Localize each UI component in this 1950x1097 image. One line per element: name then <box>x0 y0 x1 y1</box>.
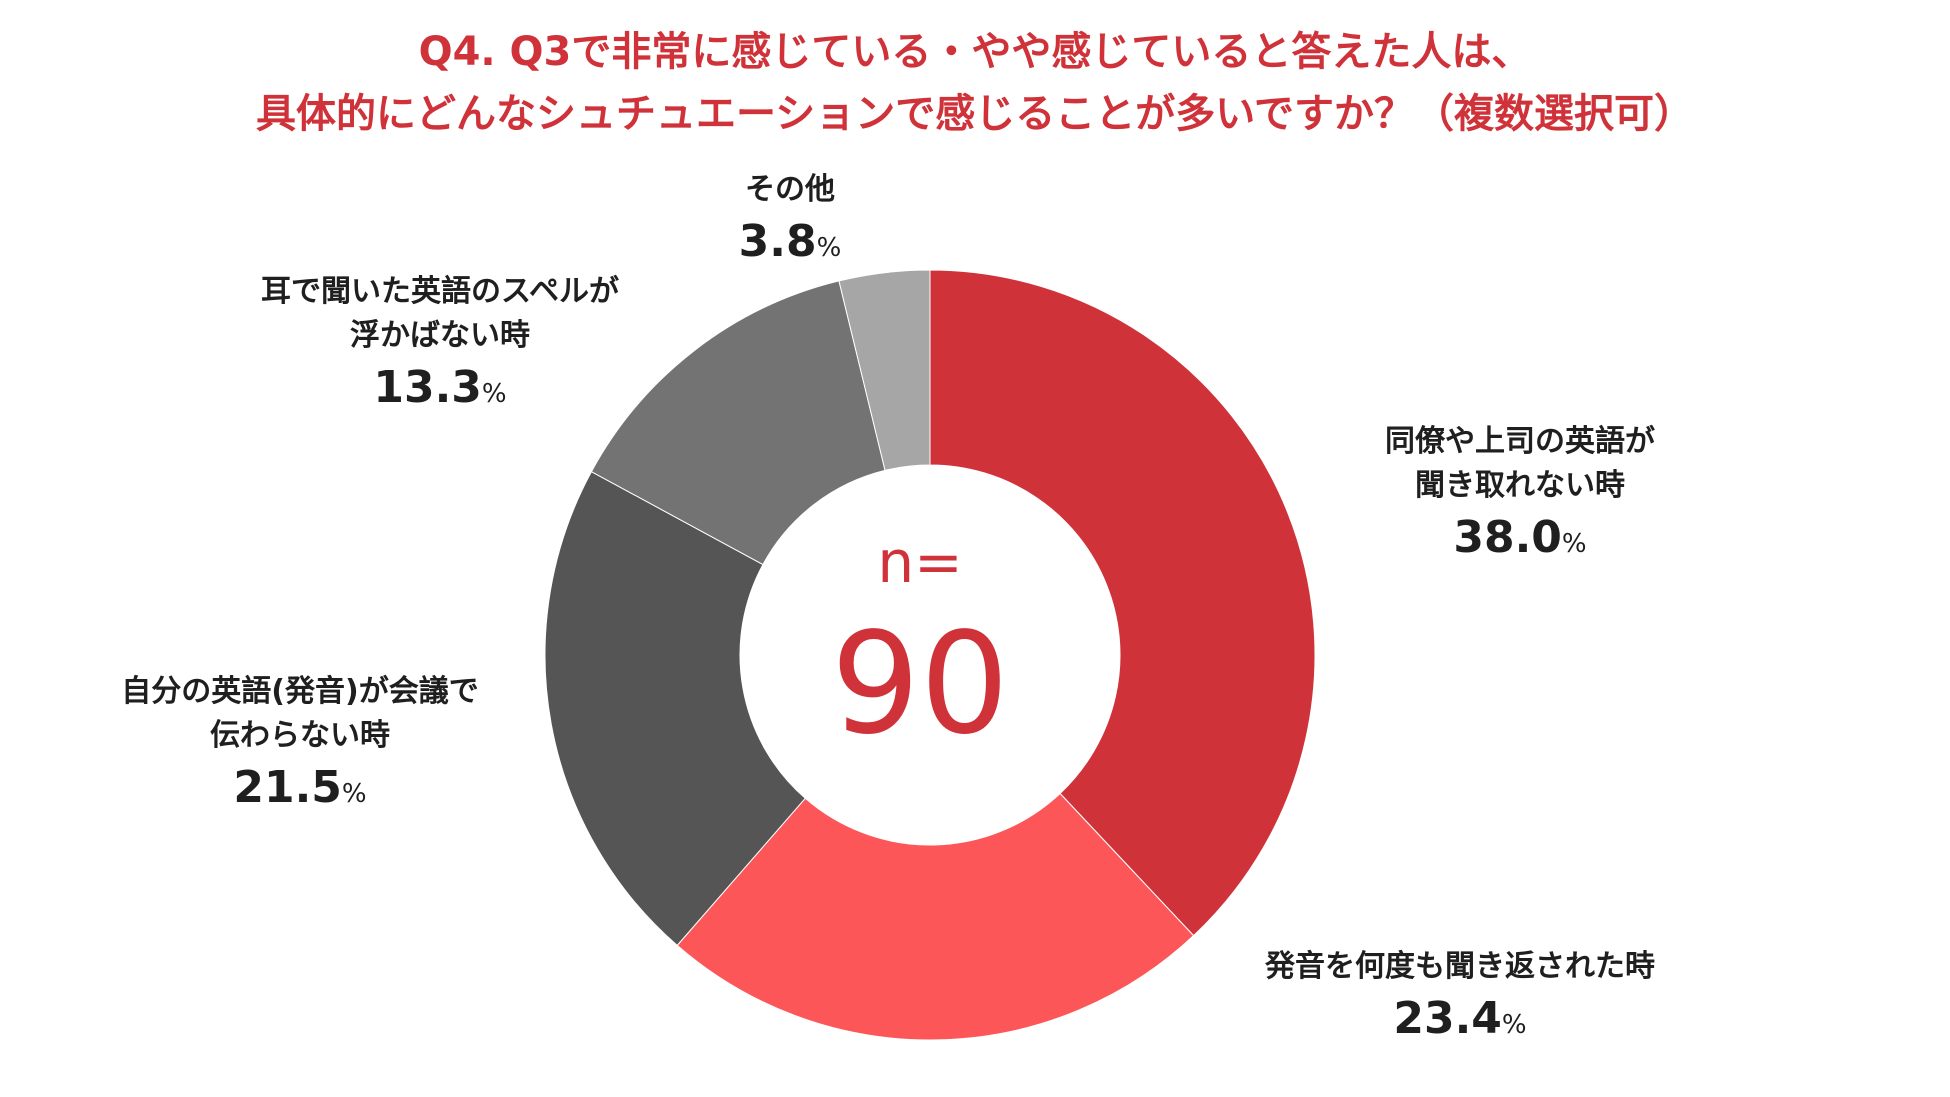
slice-label-line: 伝わらない時 <box>210 718 390 753</box>
sample-size-value: 90 <box>830 603 1010 766</box>
slice-label-line: 自分の英語(発音)が会議で <box>121 674 479 709</box>
slice-not-understood-in-meeting <box>544 470 806 947</box>
slice-asked-to-repeat <box>676 792 1195 1041</box>
slice-spelling <box>590 280 886 566</box>
slice-percentage: 38.0% <box>1300 508 1740 574</box>
chart-title-line-2: 具体的にどんなシュチュエーションで感じることが多いですか？（複数選択可） <box>256 91 1694 137</box>
slice-label-line: その他 <box>745 172 835 207</box>
percent-unit: % <box>816 233 842 263</box>
slice-colleague-english <box>929 269 1316 937</box>
percent-unit: % <box>341 779 367 809</box>
slice-value: 38.0 <box>1453 512 1562 563</box>
slice-other <box>838 269 931 471</box>
percent-unit: % <box>1561 529 1587 559</box>
slice-label-line: 発音を何度も聞き返された時 <box>1265 949 1655 984</box>
slice-percentage: 23.4% <box>1190 989 1730 1055</box>
percent-unit: % <box>1501 1010 1527 1040</box>
slice-label-not-understood-in-meeting: 自分の英語(発音)が会議で 伝わらない時 21.5% <box>40 670 560 824</box>
slice-label-line: 同僚や上司の英語が <box>1385 424 1655 459</box>
slice-value: 3.8 <box>738 216 817 267</box>
slice-label-colleague-english: 同僚や上司の英語が 聞き取れない時 38.0% <box>1300 420 1740 574</box>
slice-label-spelling: 耳で聞いた英語のスペルが 浮かばない時 13.3% <box>200 270 680 424</box>
chart-title-line-1: Q4. Q3で非常に感じている・やや感じていると答えた人は、 <box>418 29 1532 75</box>
slice-percentage: 21.5% <box>40 758 560 824</box>
slice-label-other: その他 3.8% <box>700 168 880 278</box>
slice-value: 23.4 <box>1393 993 1502 1044</box>
slice-label-line: 浮かばない時 <box>350 318 530 353</box>
slice-value: 21.5 <box>233 762 342 813</box>
slice-percentage: 3.8% <box>700 212 880 278</box>
slice-percentage: 13.3% <box>200 358 680 424</box>
sample-size-label: n= <box>877 528 963 596</box>
slice-label-asked-to-repeat: 発音を何度も聞き返された時 23.4% <box>1190 945 1730 1055</box>
percent-unit: % <box>481 379 507 409</box>
slice-value: 13.3 <box>373 362 482 413</box>
slice-label-line: 聞き取れない時 <box>1415 468 1625 503</box>
slice-label-line: 耳で聞いた英語のスペルが <box>261 274 619 309</box>
